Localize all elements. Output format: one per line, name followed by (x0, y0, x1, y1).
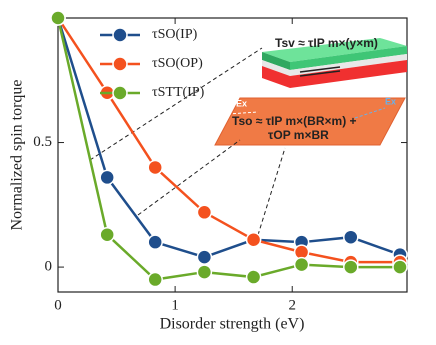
marker (196, 204, 213, 221)
marker (245, 231, 262, 248)
slab-orange (214, 97, 406, 146)
annotation: τOP m×BR (268, 128, 329, 142)
legend-marker (112, 85, 128, 101)
legend-label: τSTT(IP) (152, 85, 205, 100)
annotation: Tsv ≈ τIP m×(y×m) (275, 36, 378, 50)
arrow-icon (299, 66, 341, 73)
field-arrow (227, 111, 259, 115)
marker (147, 234, 163, 250)
y-axis-label: Normalized spin torque (9, 79, 26, 230)
marker (147, 271, 163, 288)
annotation: Tso ≈ τIP m×(BR×m) + (232, 114, 357, 128)
slab-top-edge (262, 52, 290, 70)
field-arrow (354, 107, 386, 119)
marker (99, 226, 115, 243)
y-tick-label: 0.5 (33, 134, 52, 150)
annotation: Ex (236, 98, 247, 108)
pointer (137, 139, 241, 216)
series-line (56, 17, 401, 259)
marker (343, 229, 359, 245)
slab-top-side (290, 46, 407, 70)
marker (147, 159, 163, 176)
x-tick-label: 0 (54, 297, 62, 313)
x-tick-label: 2 (288, 297, 296, 313)
annotation: Ex (385, 96, 396, 106)
inset: Tsv ≈ τIP m×(y×m) Tso ≈ τIP m×(BR×m) + τ… (89, 36, 407, 236)
plot-frame (57, 17, 408, 293)
x-tick-label: 1 (171, 297, 179, 313)
legend-label: τSO(OP) (152, 56, 203, 71)
marker (293, 256, 310, 273)
marker (245, 269, 262, 285)
pointer (257, 147, 286, 236)
legend-marker (112, 27, 128, 43)
slab-mid (262, 54, 407, 76)
legend-label: τSO(IP) (152, 27, 198, 42)
slab-top (262, 38, 407, 62)
legend-marker (112, 56, 128, 72)
marker (196, 264, 213, 280)
x-axis-label: Disorder strength (eV) (160, 316, 305, 333)
series-line (56, 17, 400, 281)
y-tick-label: 0 (45, 259, 53, 275)
slab-bottom (262, 60, 407, 88)
marker (196, 249, 213, 265)
arrow-icon (299, 70, 341, 77)
pointer (89, 47, 263, 161)
marker (392, 259, 408, 275)
marker (50, 10, 66, 26)
marker (343, 259, 359, 275)
series-line (56, 17, 400, 264)
marker (99, 169, 115, 186)
